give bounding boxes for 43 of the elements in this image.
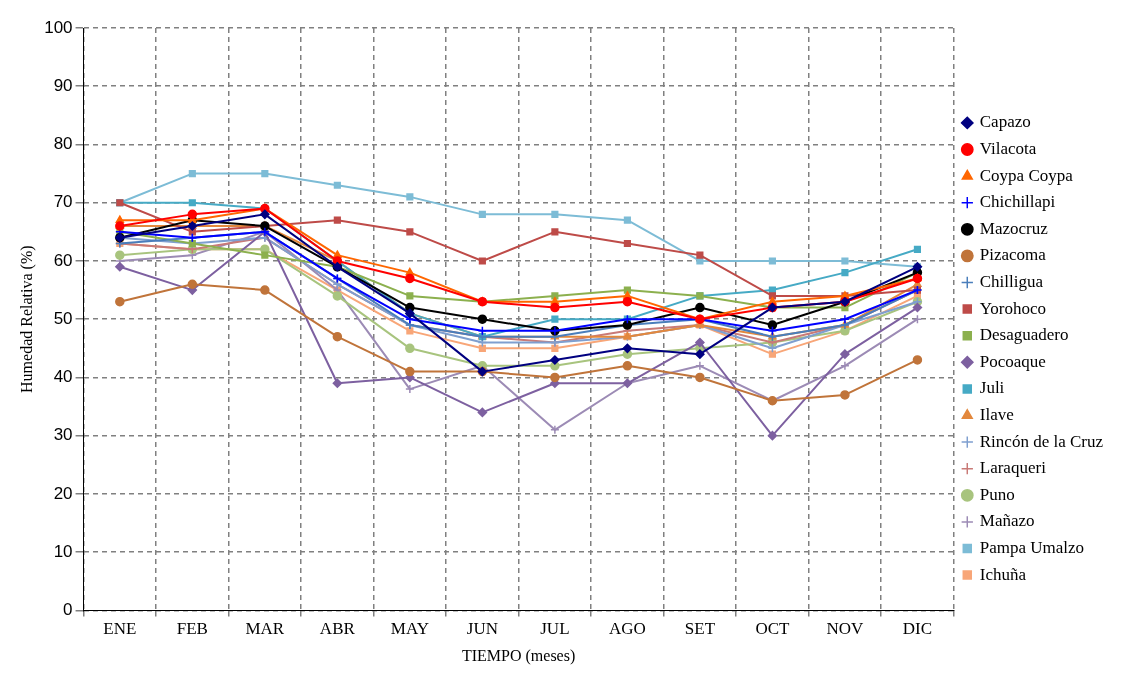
legend-label: Pizacoma: [979, 245, 1047, 265]
x-tick-label: JUL: [540, 619, 570, 639]
legend-label: Coypa Coypa: [979, 165, 1074, 185]
y-axis-title: Humedad Relativa (%): [17, 245, 36, 393]
legend-label: Desaguadero: [979, 325, 1069, 345]
legend-label: Laraqueri: [979, 458, 1047, 478]
y-tick-label: 50: [53, 308, 73, 328]
legend-label: Capazo: [979, 112, 1031, 132]
y-tick-label: 0: [63, 600, 73, 620]
y-tick-label: 60: [53, 250, 73, 270]
y-tick-label: 90: [53, 75, 73, 95]
y-tick-label: 80: [53, 134, 73, 154]
x-tick-label: MAY: [390, 619, 429, 639]
y-tick-label: 30: [53, 425, 73, 445]
legend-label: Yorohoco: [979, 298, 1047, 318]
x-axis-title: TIEMPO (meses): [461, 646, 576, 665]
y-tick-label: 20: [53, 483, 73, 503]
legend-label: Rincón de la Cruz: [979, 431, 1104, 451]
x-tick-label: ENE: [103, 619, 137, 639]
x-tick-label: NOV: [826, 619, 865, 639]
legend-label: Mazocruz: [979, 218, 1049, 238]
legend-label: Pampa Umalzo: [979, 537, 1085, 557]
x-tick-label: JUN: [466, 619, 498, 639]
x-tick-label: FEB: [176, 619, 208, 639]
x-tick-label: ABR: [319, 619, 356, 639]
legend-label: Vilacota: [979, 138, 1037, 158]
x-tick-label: SET: [684, 619, 716, 639]
y-tick-label: 100: [44, 17, 73, 37]
legend-label: Puno: [979, 484, 1015, 504]
x-tick-label: AGO: [608, 619, 646, 639]
legend-label: Chichillapi: [979, 192, 1056, 212]
x-tick-label: MAR: [245, 619, 285, 639]
legend-label: Mañazo: [979, 511, 1035, 531]
y-tick-label: 70: [53, 192, 73, 212]
legend-label: Ilave: [979, 404, 1014, 424]
legend-label: Ichuña: [979, 564, 1027, 584]
x-tick-label: DIC: [902, 619, 933, 639]
legend-label: Chilligua: [979, 271, 1044, 291]
legend-label: Juli: [979, 378, 1005, 398]
y-tick-label: 40: [53, 367, 73, 387]
x-tick-label: OCT: [755, 619, 791, 639]
legend-label: Pocoaque: [979, 351, 1046, 371]
y-tick-label: 10: [53, 541, 73, 561]
